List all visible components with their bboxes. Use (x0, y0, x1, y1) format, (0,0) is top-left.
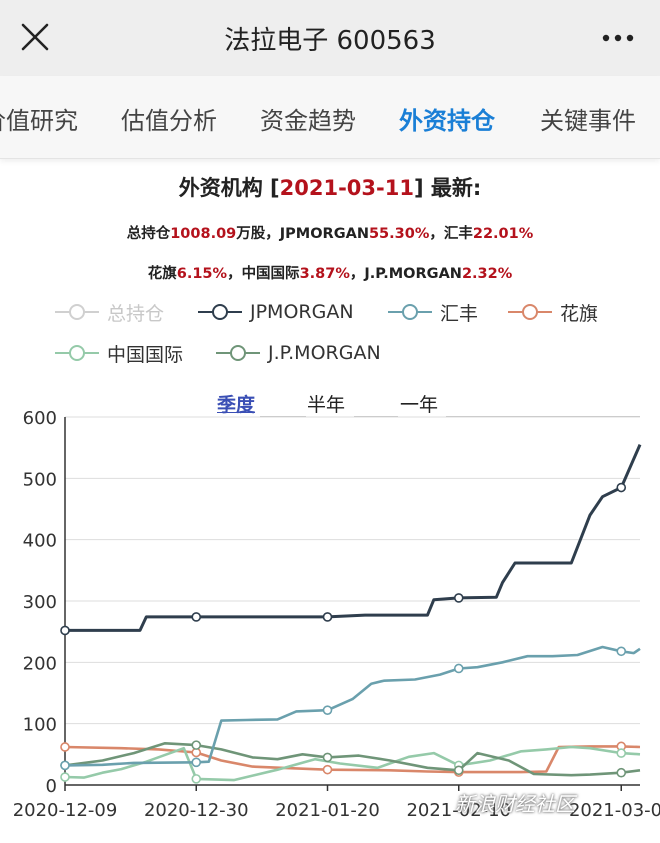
period-one-year[interactable]: 一年 (400, 394, 439, 416)
x-tick-label: 2021-03-08 (569, 800, 660, 821)
more-options-icon[interactable] (598, 24, 638, 52)
data-point-jpmorgan (322, 612, 333, 622)
jpm2-label: J.P.MORGAN (364, 266, 462, 282)
hsbc-value: 22.01% (472, 226, 534, 242)
y-tick-label: 400 (23, 531, 57, 552)
legend-hsbc[interactable]: 汇丰 (388, 298, 478, 326)
total-unit: 万股， (236, 226, 280, 242)
cicc-value: 3.87% (299, 266, 350, 282)
legend-label: 总持仓 (107, 302, 165, 325)
legend-marker-icon (388, 304, 432, 320)
legend-jpmorgan[interactable]: JPMORGAN (198, 298, 354, 326)
top-bar: 法拉电子 600563 (0, 0, 660, 76)
data-point-hsbc (191, 757, 202, 768)
tab-fund-trend[interactable]: 资金趋势 (260, 107, 356, 135)
data-point-jpm2 (322, 752, 333, 763)
data-point-jpmorgan (60, 625, 70, 636)
y-tick-label: 200 (23, 653, 57, 674)
y-tick-label: 0 (46, 776, 57, 797)
data-point-hsbc (60, 760, 70, 771)
legend-marker-icon (216, 345, 260, 361)
tab-value-research[interactable]: 价值研究 (0, 107, 78, 135)
headline-prefix: 外资机构 [ (178, 176, 280, 200)
data-point-citi (60, 742, 70, 752)
data-point-jpm2 (616, 767, 627, 778)
tab-bar: 价值研究 估值分析 资金趋势 外资持仓 关键事件 (0, 76, 660, 159)
separator: ， (349, 266, 365, 282)
data-point-citi (322, 764, 333, 775)
legend-label: 中国国际 (107, 343, 184, 366)
legend-label: 汇丰 (440, 302, 479, 325)
x-tick-label: 2021-02-10 (406, 800, 511, 821)
legend-label: 花旗 (560, 302, 599, 325)
jpmorgan-label: JPMORGAN (279, 226, 369, 242)
data-point-hsbc (616, 646, 627, 657)
chart-headline: 外资机构 [2021-03-11] 最新: (0, 172, 660, 202)
data-point-jpmorgan (453, 593, 464, 603)
data-point-cicc (191, 774, 202, 784)
legend-marker-icon (55, 345, 99, 361)
y-tick-label: 600 (23, 408, 57, 429)
x-tick-label: 2020-12-30 (144, 800, 249, 821)
separator: ， (227, 266, 242, 282)
headline-suffix: ] 最新: (413, 176, 482, 200)
total-value: 1008.09 (170, 226, 237, 242)
total-label: 总持仓 (126, 226, 171, 242)
headline-date: 2021-03-11 (279, 176, 414, 200)
hsbc-label: 汇丰 (443, 226, 473, 242)
data-point-hsbc (322, 705, 333, 715)
citi-label: 花旗 (147, 266, 177, 282)
page-title: 法拉电子 600563 (224, 25, 436, 56)
separator: ， (429, 226, 444, 242)
summary-line-2: 花旗6.15%，中国国际3.87%，J.P.MORGAN2.32% (0, 262, 660, 283)
data-point-hsbc (453, 663, 464, 674)
y-tick-label: 300 (23, 592, 57, 613)
series-line-hsbc (64, 645, 641, 767)
legend-marker-icon (55, 304, 99, 320)
legend-citi[interactable]: 花旗 (508, 298, 598, 326)
legend-label: JPMORGAN (250, 301, 354, 323)
data-point-jpmorgan (616, 482, 627, 493)
jpmorgan-value: 55.30% (368, 226, 430, 242)
cicc-label: 中国国际 (241, 266, 300, 282)
legend-jpm2[interactable]: J.P.MORGAN (216, 339, 381, 367)
jpm2-value: 2.32% (461, 266, 513, 282)
tab-valuation-analysis[interactable]: 估值分析 (121, 107, 217, 135)
period-half-year[interactable]: 半年 (307, 394, 346, 416)
close-icon[interactable] (18, 20, 52, 54)
data-point-jpm2 (453, 765, 464, 776)
legend-marker-icon (198, 304, 242, 320)
series-line-jpmorgan (65, 444, 642, 632)
x-tick-label: 2020-12-09 (13, 800, 118, 821)
series-line-cicc (64, 745, 641, 782)
data-point-cicc (60, 772, 70, 782)
tab-foreign-holdings[interactable]: 外资持仓 (399, 107, 495, 135)
watermark: 新浪财经社区 (455, 792, 575, 816)
period-divider (260, 416, 306, 417)
legend-cicc[interactable]: 中国国际 (55, 339, 183, 367)
series-line-jpm2 (64, 742, 641, 777)
y-tick-label: 100 (23, 715, 57, 736)
legend-total[interactable]: 总持仓 (55, 298, 164, 326)
tab-key-events[interactable]: 关键事件 (540, 107, 636, 135)
period-divider (354, 416, 398, 417)
x-tick-label: 2021-01-20 (275, 800, 380, 821)
summary-line-1: 总持仓1008.09万股，JPMORGAN55.30%，汇丰22.01% (0, 222, 660, 243)
period-quarter[interactable]: 季度 (217, 394, 256, 416)
data-point-cicc (616, 748, 627, 758)
period-divider (446, 416, 640, 417)
data-point-jpmorgan (191, 612, 202, 622)
y-tick-label: 500 (23, 469, 57, 490)
citi-value: 6.15% (176, 266, 228, 282)
data-point-jpm2 (191, 740, 202, 750)
legend-label: J.P.MORGAN (268, 342, 381, 364)
legend-marker-icon (508, 304, 552, 320)
